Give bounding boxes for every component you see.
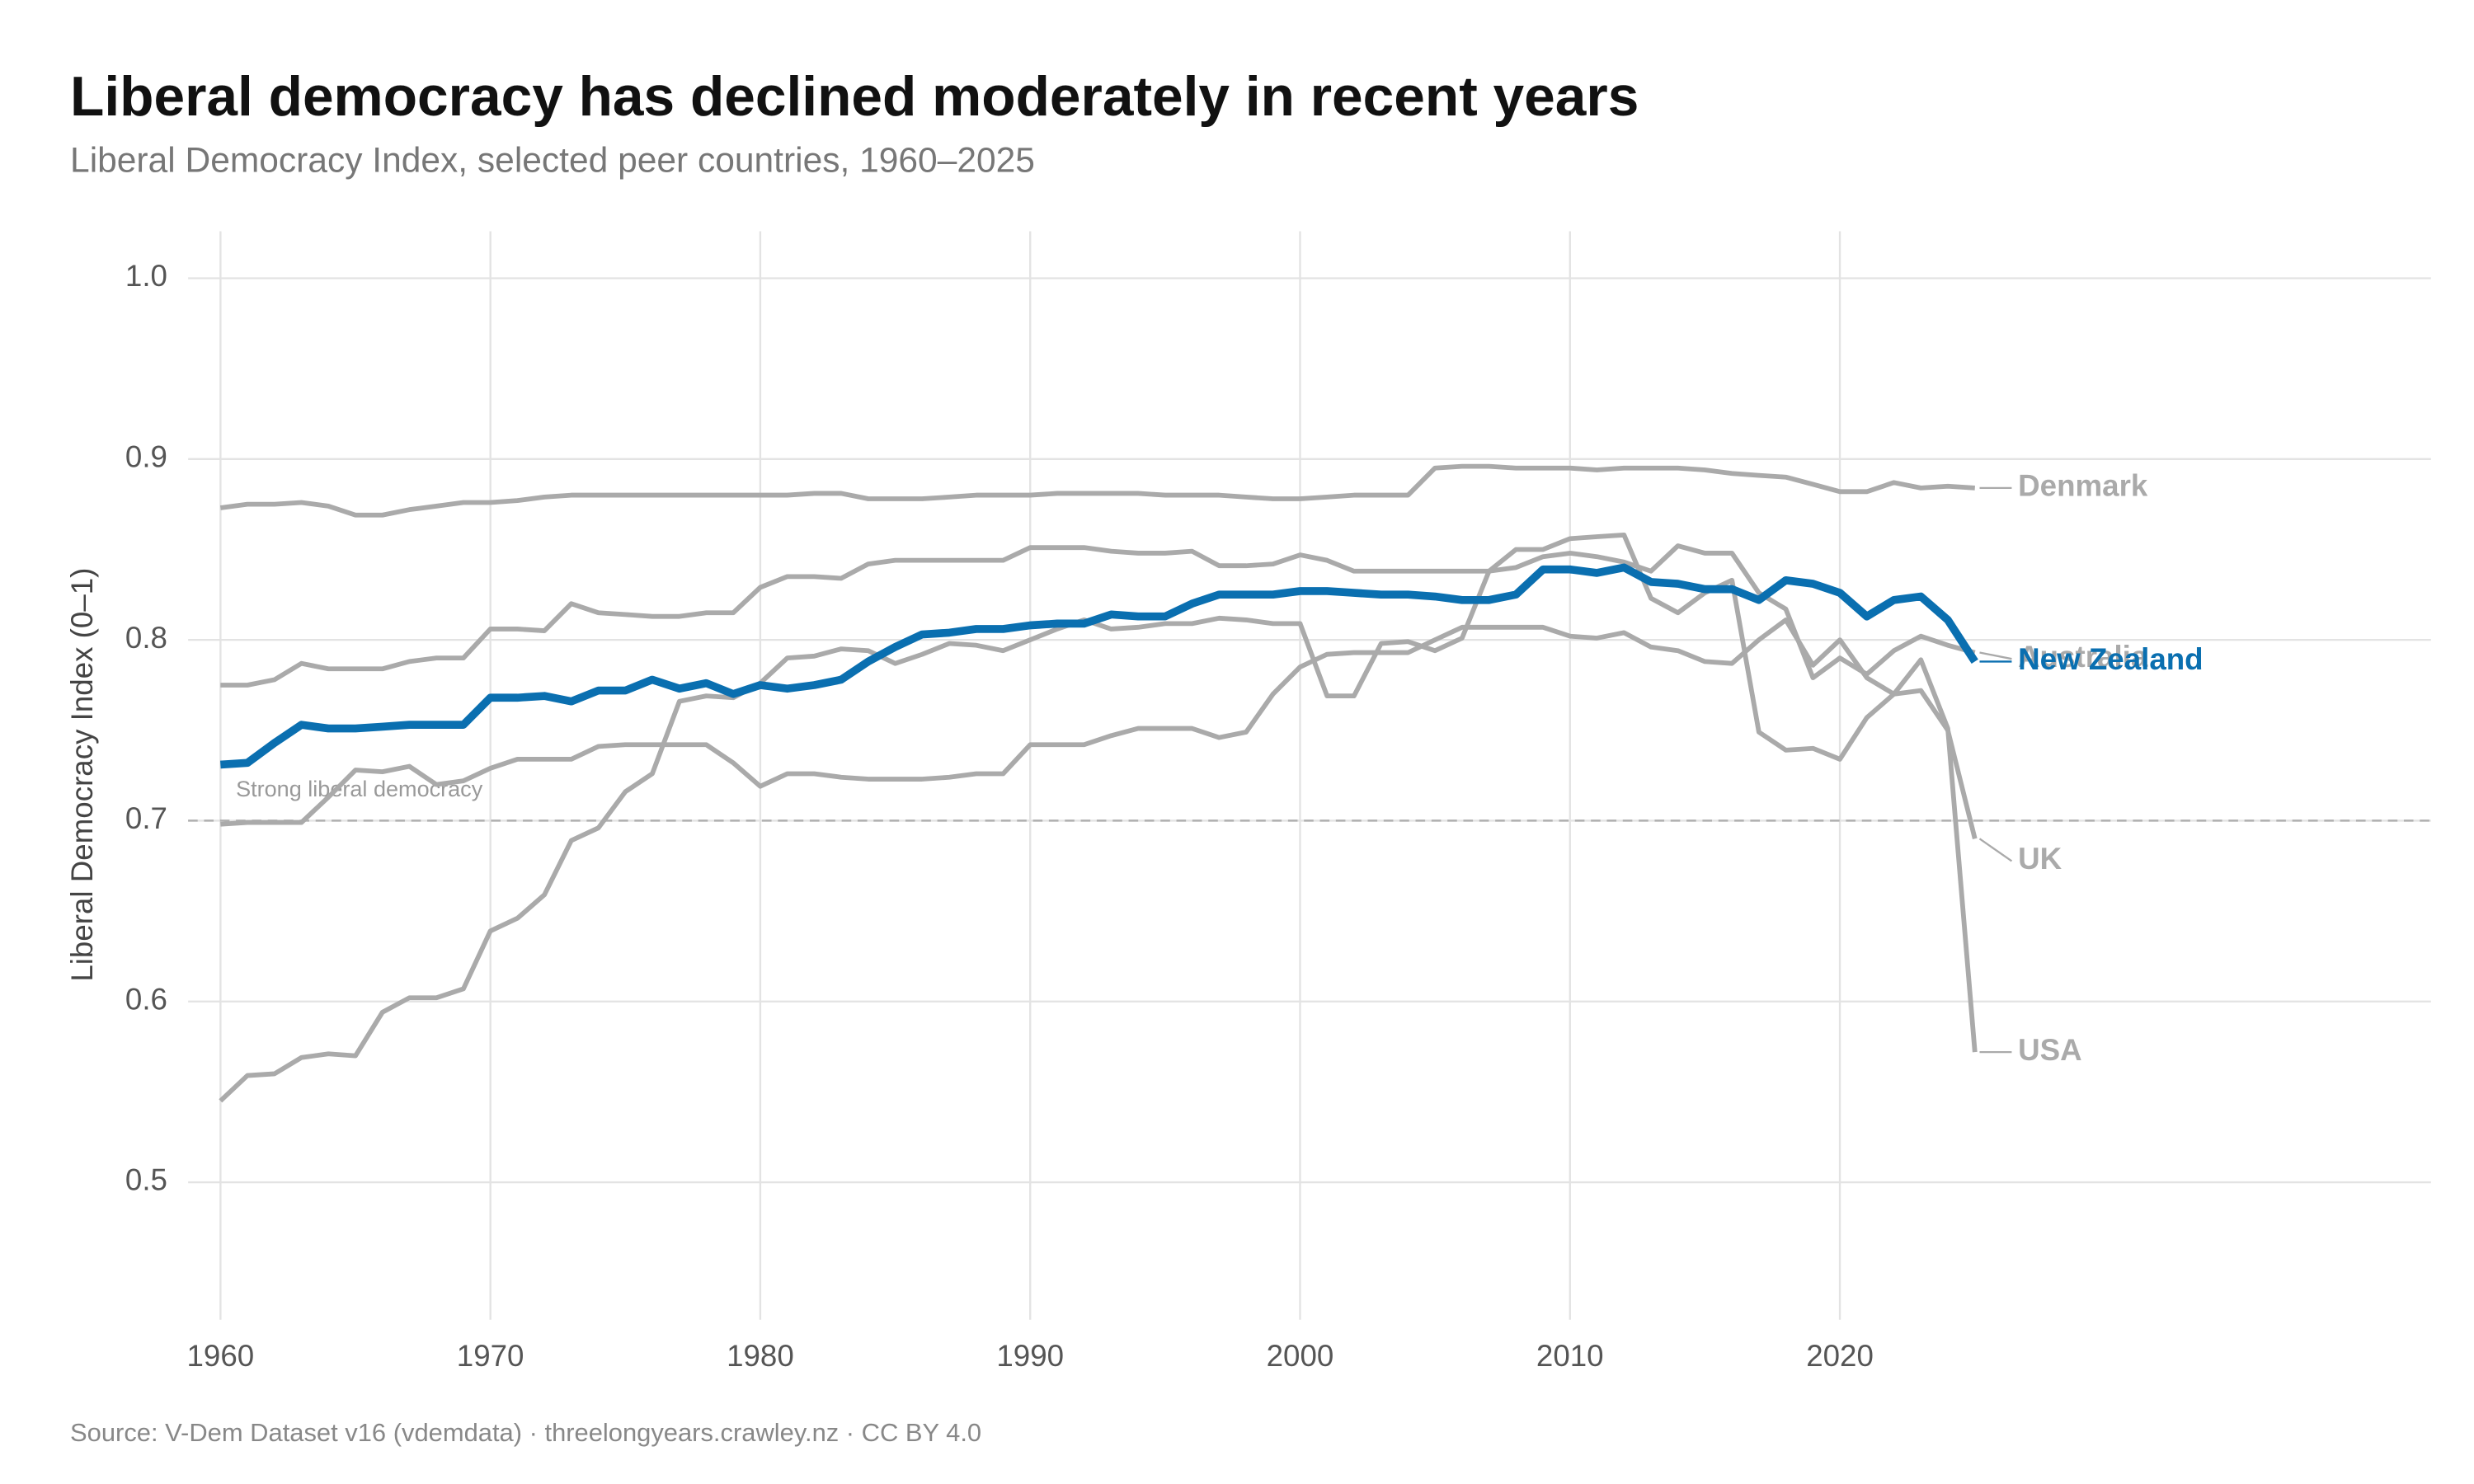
- x-tick-label: 1960: [187, 1339, 255, 1373]
- y-tick-label: 0.6: [125, 982, 167, 1016]
- series-line: [220, 563, 1978, 769]
- series-label: UK: [2018, 842, 2062, 876]
- series-label: New Zealand: [2018, 642, 2203, 676]
- series-label: Australia: [2018, 640, 2148, 674]
- y-tick-label: 0.7: [125, 801, 167, 835]
- reference-label: Strong liberal democracy: [236, 777, 483, 801]
- x-tick-label: 2010: [1536, 1339, 1604, 1373]
- series-line: [219, 533, 1978, 1103]
- series-line: [220, 618, 1978, 840]
- x-tick-label: 1980: [727, 1339, 794, 1373]
- y-tick-label: 0.5: [125, 1163, 167, 1197]
- series-line: [219, 463, 1975, 518]
- y-axis-label: Liberal Democracy Index (0–1): [65, 568, 99, 982]
- y-tick-label: 1.0: [125, 259, 167, 293]
- series-label: Denmark: [2018, 469, 2148, 503]
- series-label: USA: [2018, 1033, 2082, 1067]
- source-note: Source: V-Dem Dataset v16 (vdemdata) · t…: [70, 1418, 981, 1447]
- label-leader: [1978, 838, 2013, 862]
- x-tick-label: 1970: [457, 1339, 524, 1373]
- y-tick-label: 0.8: [125, 621, 167, 655]
- y-tick-label: 0.9: [125, 440, 167, 474]
- x-tick-label: 2000: [1267, 1339, 1334, 1373]
- series-line: [220, 543, 1976, 688]
- chart-title: Liberal democracy has declined moderatel…: [70, 66, 1639, 128]
- x-tick-label: 2020: [1806, 1339, 1874, 1373]
- chart-subtitle: Liberal Democracy Index, selected peer c…: [70, 142, 1035, 181]
- x-tick-label: 1990: [996, 1339, 1064, 1373]
- label-leader: [1979, 651, 2012, 660]
